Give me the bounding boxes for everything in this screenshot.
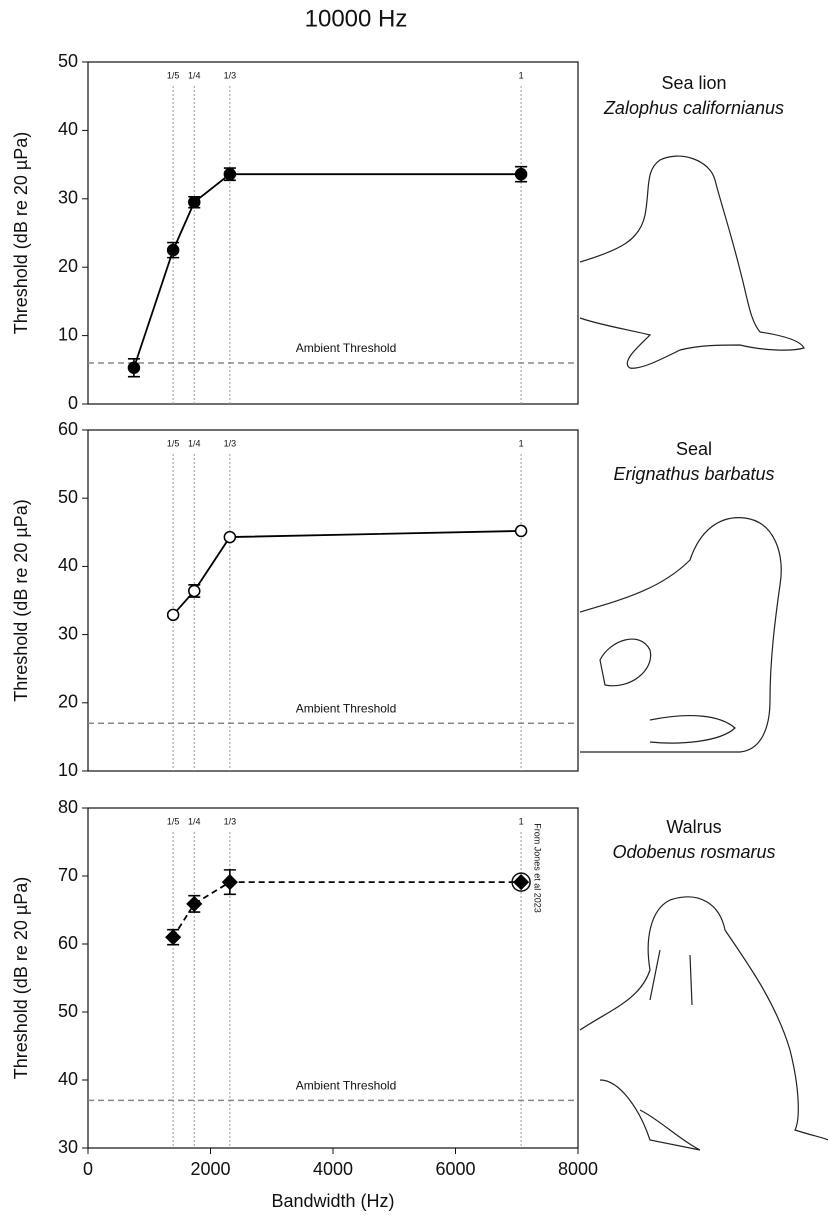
data-point — [187, 897, 201, 911]
y-tick-label: 30 — [58, 1137, 78, 1157]
reference-label: 1/5 — [167, 816, 180, 826]
walrus-drawing — [580, 897, 828, 1150]
x-tick-label: 6000 — [435, 1159, 475, 1179]
y-tick-label: 50 — [58, 1001, 78, 1021]
species-name: Seal — [676, 439, 712, 459]
plot-frame — [88, 430, 578, 771]
reference-label: 1/5 — [167, 70, 180, 80]
reference-label: 1/4 — [188, 438, 201, 448]
ambient-label: Ambient Threshold — [296, 1079, 397, 1093]
species-latin: Odobenus rosmarus — [612, 842, 775, 862]
data-point — [224, 169, 235, 180]
reference-label: 1/5 — [167, 438, 180, 448]
data-line — [173, 882, 521, 937]
species-name: Sea lion — [661, 73, 726, 93]
seal-drawing — [580, 518, 781, 752]
y-tick-label: 20 — [58, 692, 78, 712]
species-name: Walrus — [666, 817, 721, 837]
reference-label: 1 — [519, 70, 524, 80]
reference-label: 1/4 — [188, 816, 201, 826]
reference-label: 1/3 — [224, 438, 237, 448]
reference-label: 1/3 — [224, 70, 237, 80]
y-tick-label: 60 — [58, 419, 78, 439]
y-tick-label: 70 — [58, 865, 78, 885]
reference-label: 1/3 — [224, 816, 237, 826]
y-tick-label: 20 — [58, 256, 78, 276]
ambient-label: Ambient Threshold — [296, 701, 397, 715]
data-point — [516, 525, 527, 536]
data-point — [224, 532, 235, 543]
sea-lion-drawing — [580, 156, 804, 368]
plot-frame — [88, 808, 578, 1148]
data-point — [168, 245, 179, 256]
figure-title: 10000 Hz — [305, 5, 408, 32]
y-tick-label: 30 — [58, 188, 78, 208]
reference-label: 1 — [519, 438, 524, 448]
reference-label: 1 — [519, 816, 524, 826]
data-point — [189, 585, 200, 596]
y-tick-label: 10 — [58, 324, 78, 344]
y-tick-label: 0 — [68, 393, 78, 413]
y-tick-label: 50 — [58, 51, 78, 71]
y-tick-label: 30 — [58, 623, 78, 643]
y-tick-label: 10 — [58, 760, 78, 780]
x-tick-label: 0 — [83, 1159, 93, 1179]
data-line — [173, 531, 521, 615]
data-point — [166, 930, 180, 944]
x-tick-label: 2000 — [190, 1159, 230, 1179]
x-tick-label: 8000 — [558, 1159, 598, 1179]
reference-label: 1/4 — [188, 70, 201, 80]
y-axis-label: Threshold (dB re 20 µPa) — [11, 877, 31, 1079]
y-tick-label: 40 — [58, 1069, 78, 1089]
animal-illustrations — [580, 156, 828, 1150]
y-axis-label: Threshold (dB re 20 µPa) — [11, 132, 31, 334]
data-point — [168, 609, 179, 620]
y-tick-label: 50 — [58, 487, 78, 507]
y-tick-label: 40 — [58, 119, 78, 139]
y-tick-label: 60 — [58, 933, 78, 953]
annotation: From Jones et al 2023 — [533, 823, 543, 913]
data-point — [516, 169, 527, 180]
y-tick-label: 40 — [58, 555, 78, 575]
data-point — [128, 362, 139, 373]
figure: 10000 Hz 01020304050Threshold (dB re 20 … — [0, 0, 828, 1222]
data-point — [223, 875, 237, 889]
species-latin: Zalophus californianus — [603, 98, 784, 118]
x-axis-label: Bandwidth (Hz) — [271, 1191, 394, 1211]
data-point — [189, 197, 200, 208]
species-latin: Erignathus barbatus — [613, 464, 774, 484]
y-tick-label: 80 — [58, 797, 78, 817]
data-point — [514, 875, 528, 889]
y-axis-label: Threshold (dB re 20 µPa) — [11, 499, 31, 701]
ambient-label: Ambient Threshold — [296, 341, 397, 355]
x-tick-label: 4000 — [313, 1159, 353, 1179]
